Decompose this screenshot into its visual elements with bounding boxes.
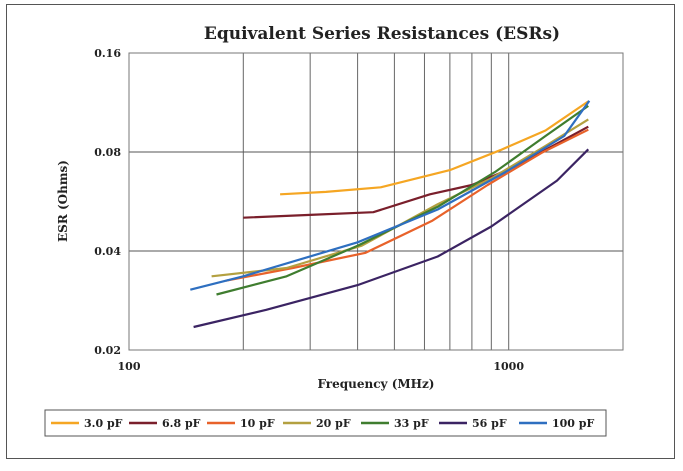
plot-border (128, 52, 624, 351)
legend-label: 3.0 pF (84, 417, 123, 430)
series-line-10-pf (225, 128, 589, 282)
legend: 3.0 pF 6.8 pF 10 pF 20 pF 33 pF 56 pF 100 pF (51, 417, 594, 430)
chart-frame: Equivalent Series Resistances (ESRs) 0.1… (6, 4, 675, 459)
y-tick-label: 0.08 (94, 146, 121, 159)
legend-label: 33 pF (394, 417, 429, 430)
legend-item: 6.8 pF (129, 417, 201, 430)
x-tick-label: 1000 (493, 360, 524, 373)
plot-area (129, 53, 623, 350)
chart-title: Equivalent Series Resistances (ESRs) (204, 24, 560, 44)
series-line-56-pf (193, 148, 590, 329)
series-line-3-0-pf (280, 100, 589, 196)
series-line-100-pf (190, 100, 591, 291)
legend-item: 20 pF (283, 417, 351, 430)
esr-chart: Equivalent Series Resistances (ESRs) 0.1… (44, 24, 624, 437)
tick-labels: 0.16 0.08 0.04 0.02 100 1000 (94, 47, 524, 373)
legend-label: 20 pF (316, 417, 351, 430)
series-lines (190, 100, 591, 329)
legend-item: 10 pF (207, 417, 275, 430)
x-tick-label: 100 (118, 360, 141, 373)
series-line-20-pf (211, 118, 589, 278)
y-axis-title: ESR (Ohms) (56, 160, 70, 242)
y-tick-label: 0.16 (94, 47, 121, 60)
legend-item: 33 pF (361, 417, 429, 430)
legend-item: 3.0 pF (51, 417, 123, 430)
legend-item: 100 pF (519, 417, 594, 430)
legend-label: 6.8 pF (162, 417, 201, 430)
y-tick-label: 0.02 (94, 344, 121, 357)
y-tick-label: 0.04 (94, 245, 121, 258)
legend-label: 56 pF (472, 417, 507, 430)
legend-item: 56 pF (439, 417, 507, 430)
legend-label: 100 pF (552, 417, 594, 430)
series-line-33-pf (216, 105, 589, 296)
legend-label: 10 pF (240, 417, 275, 430)
x-axis-title: Frequency (MHz) (318, 377, 435, 391)
